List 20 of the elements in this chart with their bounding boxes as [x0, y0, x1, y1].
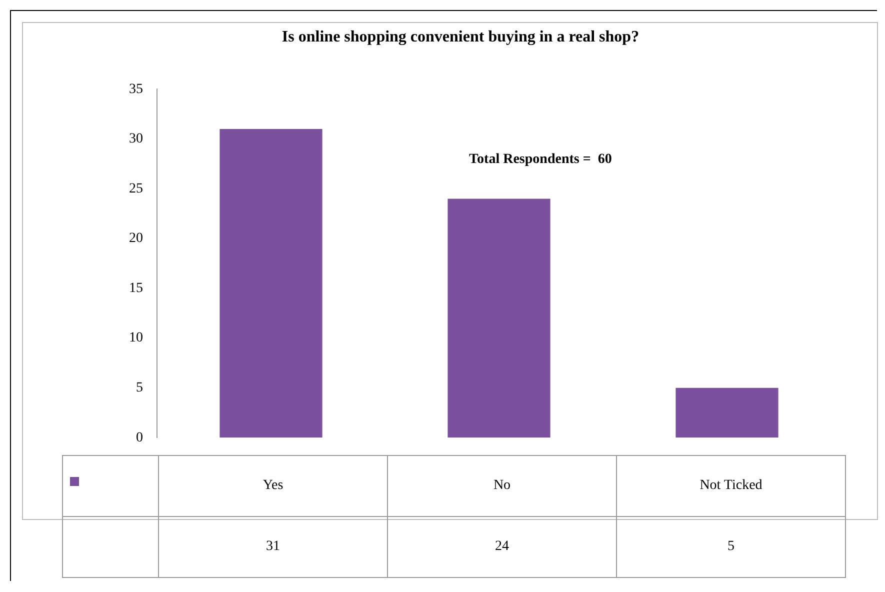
- annotation: Total Respondents = 60: [469, 152, 612, 167]
- y-tick-label: 5: [136, 380, 143, 396]
- data-label: 24: [388, 516, 616, 578]
- chart-title: Is online shopping convenient buying in a real shop?: [282, 28, 640, 46]
- bar: [676, 388, 778, 438]
- data-label: 5: [616, 516, 846, 578]
- bar: [448, 198, 550, 438]
- data-label: 31: [158, 516, 388, 578]
- y-tick-label: 20: [129, 231, 143, 246]
- x-tick-label: Not Ticked: [616, 456, 846, 516]
- y-tick-label: 35: [129, 82, 143, 97]
- y-tick-label: 25: [129, 181, 143, 196]
- y-tick-label: 15: [129, 280, 143, 296]
- y-tick-label: 30: [129, 132, 143, 147]
- y-tick-label: 10: [129, 330, 143, 346]
- bar: [220, 129, 322, 438]
- x-tick-label: Yes: [158, 456, 388, 516]
- data-table: Yes No Not Ticked 31 24 5: [62, 455, 846, 578]
- x-tick-label: No: [388, 456, 616, 516]
- y-tick-label: 0: [136, 430, 143, 446]
